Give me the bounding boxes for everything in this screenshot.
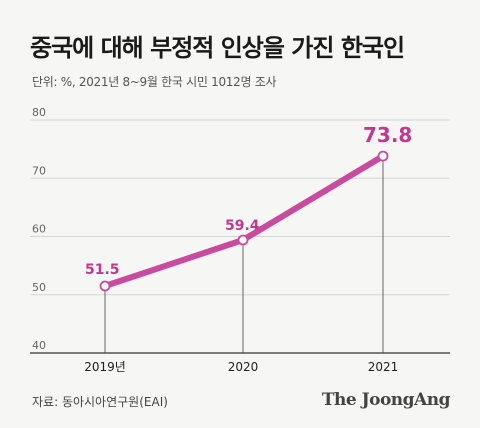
y-tick-label: 70 [32, 164, 46, 177]
y-tick-label: 50 [32, 281, 46, 294]
y-tick-label: 80 [32, 106, 46, 119]
x-tick-label: 2021 [368, 360, 399, 374]
chart-subtitle: 단위: %, 2021년 8~9월 한국 시민 1012명 조사 [32, 75, 277, 89]
gridlines [30, 119, 450, 354]
drop-lines [104, 156, 384, 353]
data-label: 59.4 [225, 218, 260, 234]
x-axis-ticks: 2019년 2020 2021 [84, 360, 398, 374]
data-label: 73.8 [363, 123, 412, 147]
data-labels: 51.5 59.4 73.8 [85, 123, 412, 278]
data-point [377, 150, 389, 162]
data-point [237, 234, 249, 246]
data-label: 51.5 [85, 262, 120, 278]
source-note: 자료: 동아시아연구원(EAI) [32, 395, 168, 409]
x-tick-label: 2020 [228, 360, 259, 374]
publisher-logo: The JoongAng [321, 390, 451, 410]
data-point [99, 280, 111, 292]
chart-title: 중국에 대해 부정적 인상을 가진 한국인 [30, 34, 405, 62]
y-tick-label: 60 [32, 223, 46, 236]
data-points [99, 150, 389, 292]
y-axis-ticks: 40 50 60 70 80 [32, 106, 46, 352]
x-tick-label: 2019년 [84, 360, 126, 374]
y-tick-label: 40 [32, 339, 46, 352]
